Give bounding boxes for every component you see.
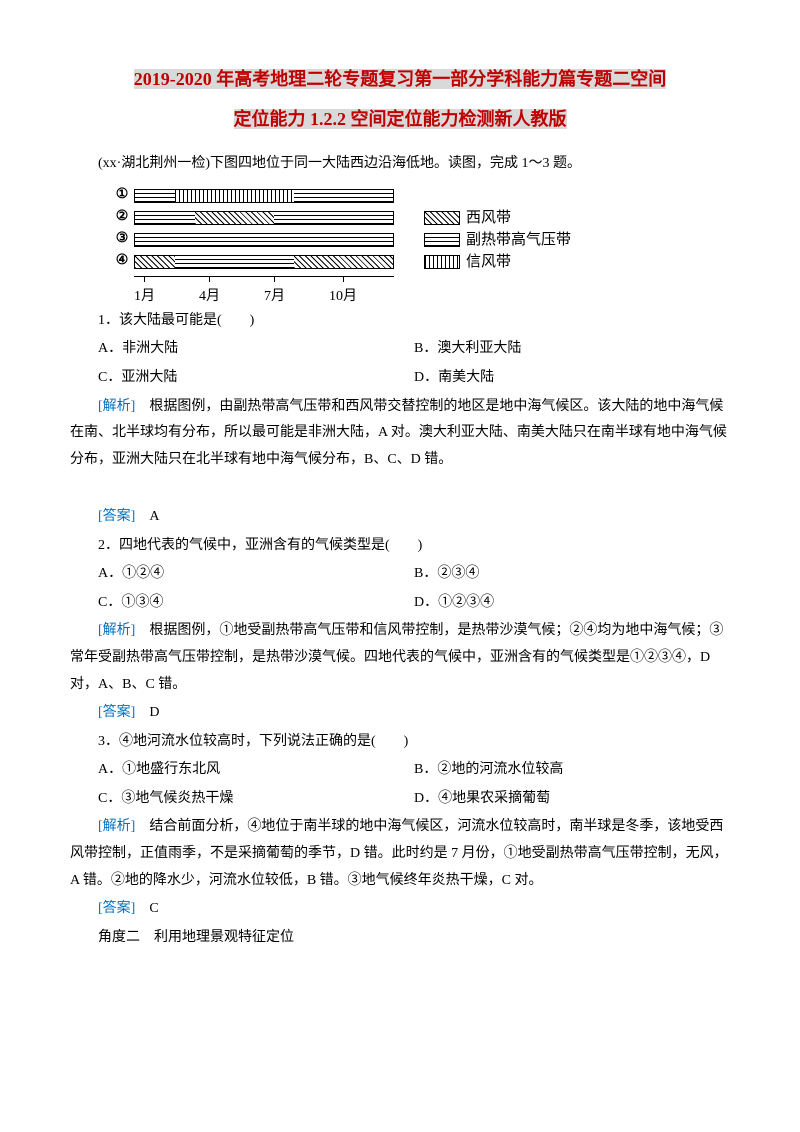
title-line1: 2019-2020 年高考地理二轮专题复习第一部分学科能力篇专题二空间 (134, 69, 667, 89)
swatch-west (424, 211, 460, 225)
swatch-sub (424, 233, 460, 247)
bar-4 (134, 255, 394, 269)
q1-opt-a: A．非洲大陆 (98, 336, 414, 363)
section-2-head: 角度二 利用地理景观特征定位 (70, 925, 730, 952)
q3-opt-d: D．④地果农采摘葡萄 (414, 786, 730, 813)
q3-options: A．①地盛行东北风 B．②地的河流水位较高 (98, 757, 730, 784)
q2-options: A．①②④ B．②③④ (98, 561, 730, 588)
q1-analysis: [解析] 根据图例，由副热带高气压带和西风带交替控制的地区是地中海气候区。该大陆… (70, 394, 730, 474)
climate-diagram: ① ② 西风带 ③ 副热带高气压带 ④ (110, 186, 730, 300)
legend-trade: 信风带 (424, 248, 511, 277)
q3-stem: 3．④地河流水位较高时，下列说法正确的是( ) (70, 729, 730, 756)
q1-answer: [答案] A (70, 504, 730, 531)
tick-1: 1月 (134, 276, 155, 311)
title-line2: 定位能力 1.2.2 空间定位能力检测新人教版 (234, 109, 567, 129)
context-text: (xx·湖北荆州一检)下图四地位于同一大陆西边沿海低地。读图，完成 1～3 题。 (70, 151, 730, 178)
q2-opt-d: D．①②③④ (414, 590, 730, 617)
doc-title: 2019-2020 年高考地理二轮专题复习第一部分学科能力篇专题二空间 定位能力… (70, 60, 730, 139)
q2-stem: 2．四地代表的气候中，亚洲含有的气候类型是( ) (70, 533, 730, 560)
swatch-trade (424, 255, 460, 269)
tick-7: 7月 (264, 276, 285, 311)
q3-opt-c: C．③地气候炎热干燥 (98, 786, 414, 813)
q3-analysis: [解析] 结合前面分析，④地位于南半球的地中海气候区，河流水位较高时，南半球是冬… (70, 814, 730, 894)
q2-analysis: [解析] 根据图例，①地受副热带高气压带和信风带控制，是热带沙漠气候；②④均为地… (70, 618, 730, 698)
q1-opt-b: B．澳大利亚大陆 (414, 336, 730, 363)
q3-answer: [答案] C (70, 896, 730, 923)
q2-opt-b: B．②③④ (414, 561, 730, 588)
bar-3 (134, 233, 394, 247)
q1-opt-d: D．南美大陆 (414, 365, 730, 392)
q3-opt-a: A．①地盛行东北风 (98, 757, 414, 784)
q3-opt-b: B．②地的河流水位较高 (414, 757, 730, 784)
q1-options: A．非洲大陆 B．澳大利亚大陆 (98, 336, 730, 363)
row-num-4: ④ (110, 248, 134, 275)
month-axis: 1月 4月 7月 10月 (134, 276, 394, 300)
tick-10: 10月 (329, 276, 357, 311)
q1-stem: 1．该大陆最可能是( ) (70, 308, 730, 335)
q2-opt-c: C．①③④ (98, 590, 414, 617)
q2-opt-a: A．①②④ (98, 561, 414, 588)
bar-2 (134, 211, 394, 225)
tick-4: 4月 (199, 276, 220, 311)
bar-1 (134, 189, 394, 203)
q1-opt-c: C．亚洲大陆 (98, 365, 414, 392)
q2-answer: [答案] D (70, 700, 730, 727)
